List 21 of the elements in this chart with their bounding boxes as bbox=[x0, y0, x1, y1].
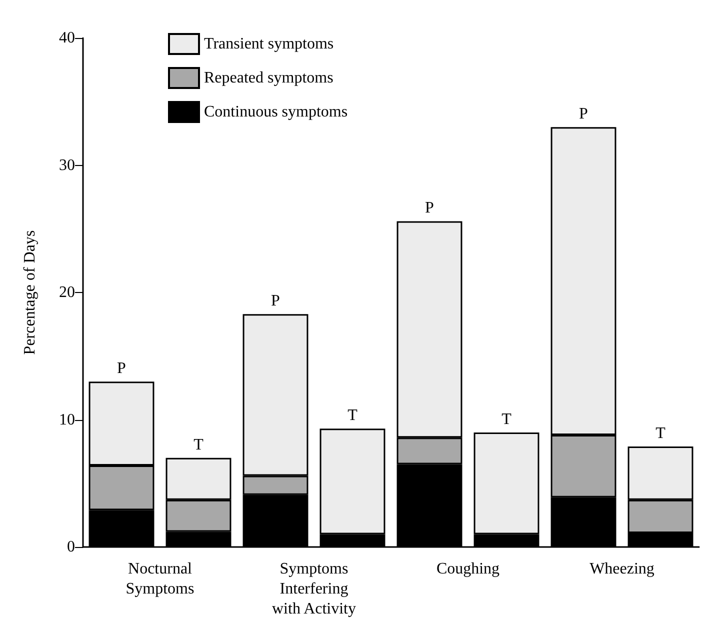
text: Symptoms Interfering with Activity bbox=[272, 560, 356, 618]
x-tick-label: P bbox=[117, 360, 126, 378]
legend-label: Continuous symptoms bbox=[204, 104, 348, 120]
y-tick-label: 10 bbox=[59, 411, 75, 428]
x-tick-label: P bbox=[271, 292, 280, 310]
y-tick-label: 30 bbox=[59, 156, 75, 174]
text: Wheezing bbox=[590, 560, 654, 578]
x-tick-label: P bbox=[579, 106, 588, 123]
x-tick-label: P bbox=[425, 200, 434, 217]
text: Coughing bbox=[436, 560, 500, 578]
x-tick-label: T bbox=[348, 407, 358, 424]
y-axis-title: Percentage of Days bbox=[22, 230, 38, 355]
legend-label: Transient symptoms bbox=[204, 36, 334, 52]
x-tick-label: T bbox=[194, 436, 204, 454]
y-tick-label: 20 bbox=[59, 284, 75, 301]
y-tick-label: 0 bbox=[67, 538, 75, 556]
text: Nocturnal Symptoms bbox=[126, 560, 194, 598]
legend-label: Repeated symptoms bbox=[204, 70, 334, 86]
x-tick-label: T bbox=[656, 424, 666, 442]
x-tick-label: T bbox=[502, 410, 512, 428]
y-tick-label: 40 bbox=[59, 30, 75, 46]
